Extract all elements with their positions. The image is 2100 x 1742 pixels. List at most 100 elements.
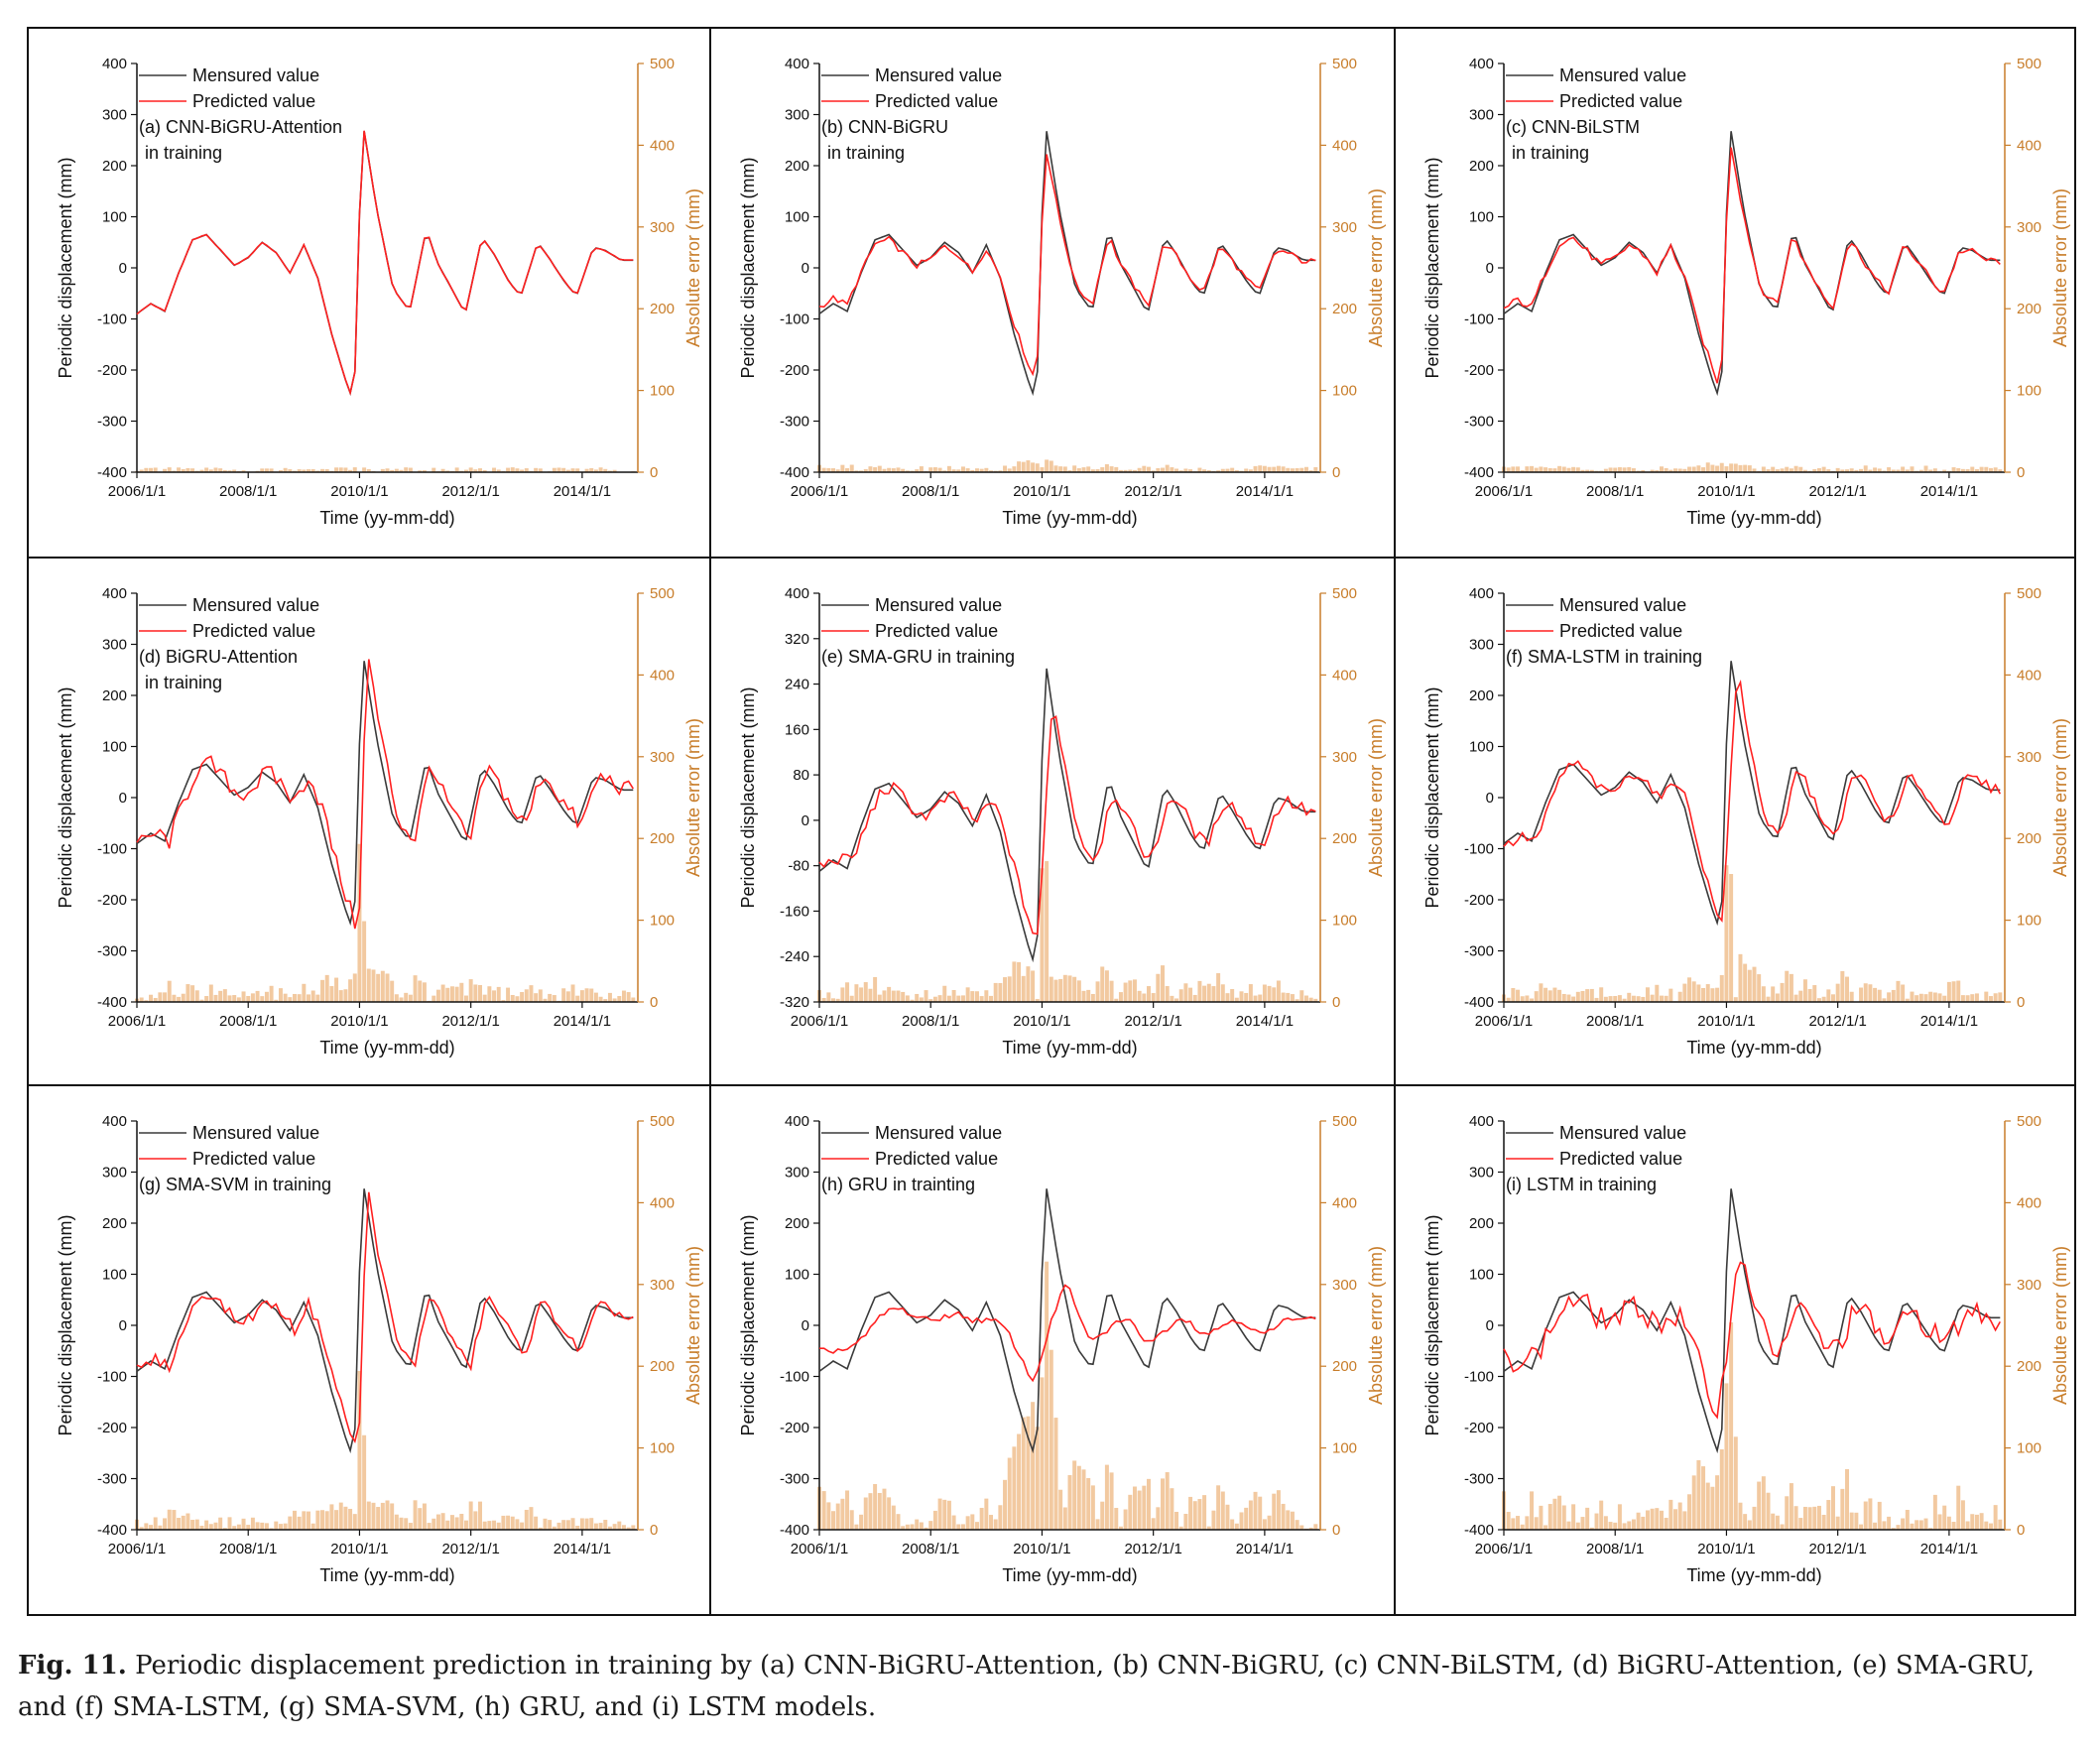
error-bar (928, 1521, 933, 1530)
error-bar (979, 1507, 984, 1530)
y-right-tick-label: 400 (1332, 667, 1357, 684)
error-bar (1849, 1512, 1854, 1530)
error-bar (1003, 465, 1008, 472)
error-bar (432, 467, 436, 472)
x-tick-label: 2010/1/1 (1697, 483, 1755, 500)
error-bar (1650, 469, 1655, 472)
error-bar (1058, 978, 1063, 1002)
error-bar (524, 468, 529, 472)
error-bar (956, 469, 961, 472)
error-bar (464, 469, 468, 472)
error-bar (1067, 1474, 1072, 1530)
error-bar (1142, 993, 1147, 1002)
error-bar (454, 1517, 459, 1530)
legend-predicted-label: Predicted value (192, 621, 315, 641)
y-axis-label: Periodic displacement (mm) (738, 157, 758, 378)
y-tick-label: 300 (102, 637, 127, 654)
error-bar (241, 1518, 246, 1530)
error-bar (621, 1525, 626, 1530)
y-tick-label: -200 (97, 1420, 127, 1436)
error-bar (1253, 465, 1258, 472)
error-bar (260, 468, 265, 472)
y-tick-label: -160 (780, 903, 809, 920)
error-bar (1539, 983, 1544, 1002)
error-bar (408, 1523, 413, 1530)
error-bar (1724, 466, 1729, 472)
error-bar (1849, 468, 1854, 472)
error-bar (510, 1516, 515, 1530)
error-bar (1234, 1523, 1239, 1530)
error-bar (1557, 989, 1562, 1002)
error-bar (915, 469, 920, 472)
error-bar (1771, 986, 1776, 1002)
error-bar (552, 1526, 556, 1530)
error-bar (1733, 997, 1738, 1002)
y-tick-label: -100 (97, 841, 127, 858)
error-bar (1974, 1514, 1979, 1530)
error-bar (1178, 1526, 1183, 1530)
error-bar (1655, 984, 1660, 1002)
error-bar (385, 1500, 390, 1530)
error-bar (1757, 1481, 1762, 1530)
error-bar (1859, 468, 1864, 472)
y-right-tick-label: 400 (1332, 137, 1357, 154)
error-bar (362, 921, 367, 1002)
error-bar (956, 1524, 961, 1530)
error-bar (835, 1503, 840, 1530)
error-bar (561, 1520, 566, 1530)
error-bar (1202, 469, 1207, 472)
error-bar (1525, 466, 1530, 472)
error-bar (329, 1504, 334, 1530)
x-tick-label: 2014/1/1 (1920, 483, 1978, 500)
error-bar (1729, 1322, 1734, 1530)
error-bar (274, 999, 279, 1002)
error-bar (1244, 992, 1249, 1002)
error-bar (487, 986, 492, 1002)
error-bar (1965, 1521, 1970, 1530)
error-bar (418, 1508, 423, 1530)
error-bar (1575, 991, 1580, 1002)
legend-measured-label: Mensured value (192, 1123, 319, 1143)
error-bar (482, 994, 487, 1002)
x-axis-label: Time (yy-mm-dd) (1686, 1038, 1821, 1058)
error-bar (1696, 1459, 1701, 1530)
error-bar (1058, 1489, 1063, 1530)
y-right-tick-label: 500 (650, 585, 675, 602)
error-bar (468, 467, 473, 472)
y-right-tick-label: 0 (650, 464, 658, 481)
y-tick-label: -200 (780, 362, 809, 379)
error-bar (1710, 1486, 1715, 1530)
error-bar (1946, 1516, 1951, 1530)
error-bar (320, 468, 325, 472)
error-bar (984, 467, 989, 472)
error-bar (1715, 1475, 1720, 1530)
error-bar (1506, 997, 1511, 1002)
error-bar (603, 468, 608, 472)
y-axis-label: Periodic displacement (mm) (56, 1214, 75, 1435)
error-bar (334, 1510, 339, 1530)
error-bar (826, 467, 831, 472)
error-bar (1979, 466, 1984, 472)
error-bar (213, 467, 218, 472)
error-bar (172, 1510, 177, 1530)
legend-measured-label: Mensured value (875, 1123, 1002, 1143)
error-bar (199, 1525, 204, 1530)
error-bar (269, 985, 274, 1002)
error-bar (974, 991, 979, 1002)
error-bar (1286, 992, 1291, 1002)
error-bar (561, 467, 566, 472)
y-tick-label: -100 (97, 311, 127, 328)
error-bar (1789, 468, 1793, 472)
error-bar (1178, 989, 1183, 1002)
error-bar (1687, 1494, 1692, 1530)
error-bar (1687, 977, 1692, 1002)
error-bar (1705, 1482, 1710, 1530)
error-bar (1234, 997, 1239, 1002)
y-right-tick-label: 200 (2017, 301, 2041, 317)
error-bar (1998, 469, 2003, 472)
error-bar (1761, 466, 1766, 472)
y-right-tick-label: 100 (2017, 1440, 2041, 1457)
error-bar (1104, 1464, 1109, 1530)
y-tick-label: -400 (1464, 994, 1494, 1011)
y-tick-label: 160 (785, 721, 809, 738)
